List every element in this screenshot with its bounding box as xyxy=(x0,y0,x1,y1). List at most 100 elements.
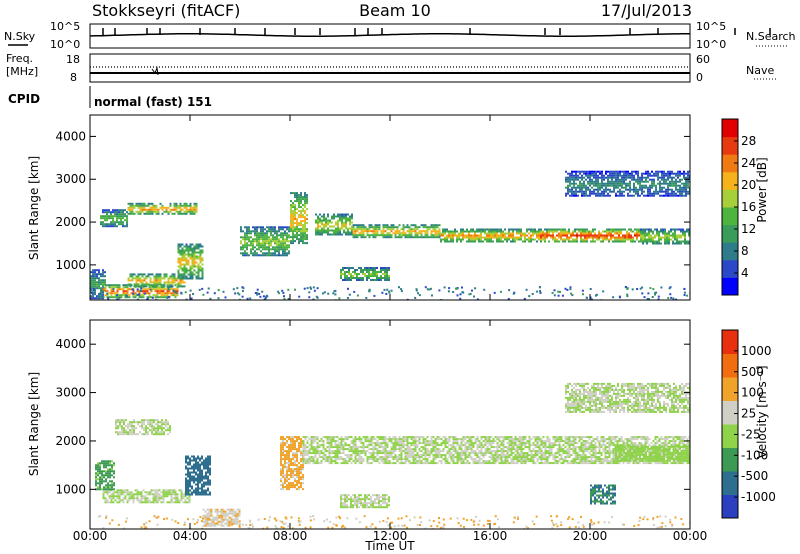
heatmap-cell xyxy=(619,184,621,187)
heatmap-cell xyxy=(322,444,325,447)
heatmap-cell xyxy=(354,234,357,237)
heatmap-cell xyxy=(536,290,539,293)
heatmap-cell xyxy=(372,450,375,453)
heatmap-cell xyxy=(114,211,116,214)
heatmap-cell xyxy=(328,448,331,451)
heatmap-cell xyxy=(191,487,193,490)
heatmap-cell xyxy=(350,456,353,459)
heatmap-cell xyxy=(296,228,298,231)
heatmap-cell xyxy=(608,230,610,233)
heatmap-cell xyxy=(191,255,194,258)
heatmap-cell xyxy=(354,454,357,457)
heatmap-cell xyxy=(193,253,196,256)
heatmap-cell xyxy=(626,293,629,296)
heatmap-cell xyxy=(338,448,341,451)
heatmap-cell xyxy=(122,215,124,218)
heatmap-cell xyxy=(236,518,239,521)
heatmap-cell xyxy=(345,223,347,226)
heatmap-cell xyxy=(446,236,448,239)
heatmap-cell xyxy=(580,238,582,241)
heatmap-cell xyxy=(679,170,681,173)
heatmap-cell xyxy=(593,170,595,173)
heatmap-cell xyxy=(360,462,363,465)
heatmap-cell xyxy=(296,468,298,471)
nsky-rtick-top: 10^5 xyxy=(696,20,726,33)
heatmap-cell xyxy=(191,257,194,260)
heatmap-cell xyxy=(516,236,518,239)
heatmap-cell xyxy=(416,236,419,239)
heatmap-cell xyxy=(368,462,371,465)
heatmap-cell xyxy=(633,190,635,193)
heatmap-cell xyxy=(587,170,589,173)
heatmap-cell xyxy=(628,232,630,235)
heatmap-cell xyxy=(159,277,162,280)
heatmap-cell xyxy=(122,491,125,494)
heatmap-cell xyxy=(556,240,558,243)
heatmap-cell xyxy=(331,215,333,218)
heatmap-cell xyxy=(536,232,538,235)
heatmap-cell xyxy=(333,225,335,228)
heatmap-cell xyxy=(298,468,300,471)
heatmap-cell xyxy=(402,228,405,231)
heatmap-cell xyxy=(112,501,115,504)
heatmap-cell xyxy=(284,250,286,253)
heatmap-cell xyxy=(100,283,102,286)
heatmap-cell xyxy=(352,230,355,233)
heatmap-cell xyxy=(538,234,540,237)
heatmap-cell xyxy=(546,230,548,233)
heatmap-cell xyxy=(160,292,163,295)
heatmap-cell xyxy=(155,427,157,430)
heatmap-cell xyxy=(260,236,262,239)
heatmap-cell xyxy=(681,194,683,197)
heatmap-cell xyxy=(108,225,110,228)
heatmap-cell xyxy=(165,206,168,209)
heatmap-cell xyxy=(575,190,577,193)
heatmap-cell xyxy=(292,206,294,209)
heatmap-cell xyxy=(603,184,605,187)
heatmap-cell xyxy=(166,501,169,504)
heatmap-cell xyxy=(348,454,351,457)
heatmap-cell xyxy=(145,208,148,211)
heatmap-cell xyxy=(657,192,659,195)
heatmap-cell xyxy=(294,212,296,215)
heatmap-cell xyxy=(562,230,564,233)
heatmap-cell xyxy=(107,472,109,475)
heatmap-cell xyxy=(172,491,175,494)
heatmap-cell xyxy=(589,178,591,181)
heatmap-cell xyxy=(600,234,602,237)
heatmap-cell xyxy=(456,294,459,297)
heatmap-cell xyxy=(382,442,385,445)
heatmap-cell xyxy=(203,493,205,496)
heatmap-cell xyxy=(109,472,111,475)
heatmap-cell xyxy=(159,273,162,276)
heatmap-band-3 xyxy=(100,209,128,228)
heatmap-cell xyxy=(388,226,391,229)
heatmap-cell xyxy=(683,288,686,290)
heatmap-cell xyxy=(286,488,288,491)
heatmap-cell xyxy=(480,236,482,239)
heatmap-cell xyxy=(394,234,397,237)
heatmap-cell xyxy=(189,457,191,460)
heatmap-cell xyxy=(191,275,194,278)
heatmap-cell xyxy=(282,436,284,439)
heatmap-cell xyxy=(193,467,195,470)
heatmap-cell xyxy=(337,233,339,236)
heatmap-cell xyxy=(254,252,256,255)
heatmap-cell xyxy=(530,228,532,231)
heatmap-cell xyxy=(591,174,593,177)
heatmap-cell xyxy=(290,236,292,239)
heatmap-cell xyxy=(544,232,546,235)
heatmap-cell xyxy=(280,236,282,239)
heatmap-band-14 xyxy=(565,170,690,197)
heatmap-cell xyxy=(480,234,482,237)
heatmap-cell xyxy=(362,450,365,453)
heatmap-cell xyxy=(614,238,616,241)
heatmap-cell xyxy=(244,238,246,241)
heatmap-cell xyxy=(323,225,325,228)
heatmap-cell xyxy=(185,263,188,266)
heatmap-cell xyxy=(342,462,345,465)
heatmap-cell xyxy=(282,438,284,441)
heatmap-cell xyxy=(685,194,687,197)
heatmap-cell xyxy=(185,485,187,488)
heatmap-cell xyxy=(593,176,595,179)
